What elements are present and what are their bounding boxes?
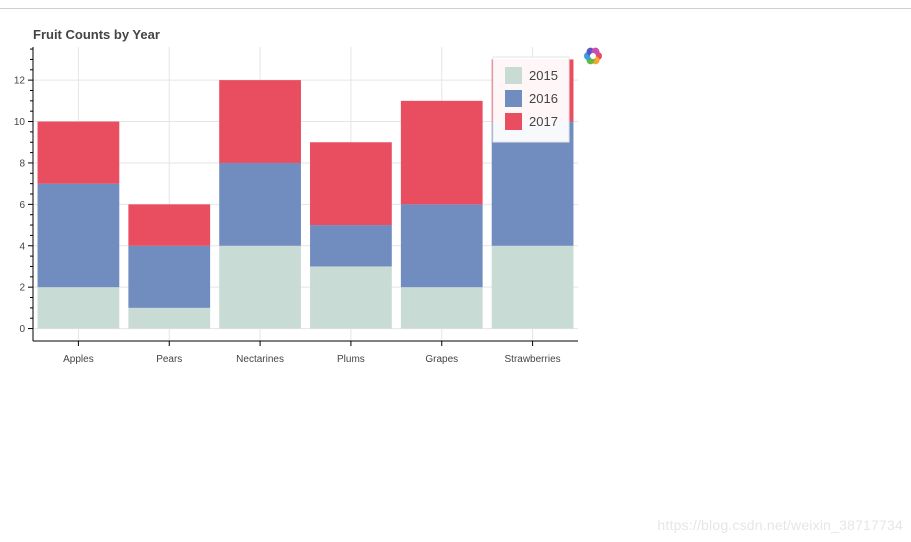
bar-pears-2017	[128, 204, 211, 246]
bar-grapes-2017	[400, 100, 483, 205]
bokeh-logo-icon[interactable]	[584, 47, 602, 65]
bar-apples-2015	[37, 287, 120, 329]
bar-nectarines-2016	[219, 162, 301, 246]
bars	[37, 59, 574, 329]
legend-label: 2016	[529, 91, 558, 106]
x-tick-label: Nectarines	[236, 354, 284, 365]
x-tick-label: Pears	[156, 354, 182, 365]
legend-label: 2015	[529, 68, 558, 83]
bar-plums-2016	[310, 225, 392, 267]
bar-apples-2017	[37, 121, 120, 184]
y-tick-label: 10	[14, 117, 26, 128]
y-tick-label: 6	[19, 200, 25, 211]
legend-swatch-2015	[505, 67, 522, 84]
bar-apples-2016	[37, 183, 120, 288]
bar-strawberries-2015	[491, 245, 574, 329]
plot-area	[33, 47, 578, 341]
y-tick-label: 0	[19, 324, 25, 335]
bar-plums-2015	[310, 266, 392, 329]
bar-pears-2016	[128, 245, 211, 308]
x-tick-label: Grapes	[425, 354, 458, 365]
top-divider	[0, 8, 911, 9]
watermark-text: https://blog.csdn.net/weixin_38717734	[657, 517, 903, 533]
bar-grapes-2016	[400, 204, 483, 288]
bar-pears-2015	[128, 307, 211, 329]
y-tick-label: 4	[19, 241, 25, 252]
axes: 0 2 4 6 8 10 12 Apples Pears Nectarines Plums Grape…	[14, 47, 578, 365]
x-tick-label: Strawberries	[505, 354, 561, 365]
legend-swatch-2017	[505, 113, 522, 130]
legend: 2015 2016 2017	[492, 56, 570, 143]
y-tick-label: 2	[19, 283, 25, 294]
x-tick-label: Apples	[63, 354, 94, 365]
logo-center[interactable]	[590, 53, 596, 59]
x-tick-label: Plums	[337, 354, 365, 365]
bar-nectarines-2015	[219, 245, 301, 329]
legend-swatch-2016	[505, 90, 522, 107]
bar-nectarines-2017	[219, 80, 301, 163]
bar-grapes-2015	[400, 287, 483, 329]
bar-plums-2017	[310, 142, 392, 226]
y-tick-label: 8	[19, 158, 25, 169]
chart-title: Fruit Counts by Year	[33, 27, 160, 42]
legend-label: 2017	[529, 114, 558, 129]
y-tick-label: 12	[14, 76, 26, 87]
